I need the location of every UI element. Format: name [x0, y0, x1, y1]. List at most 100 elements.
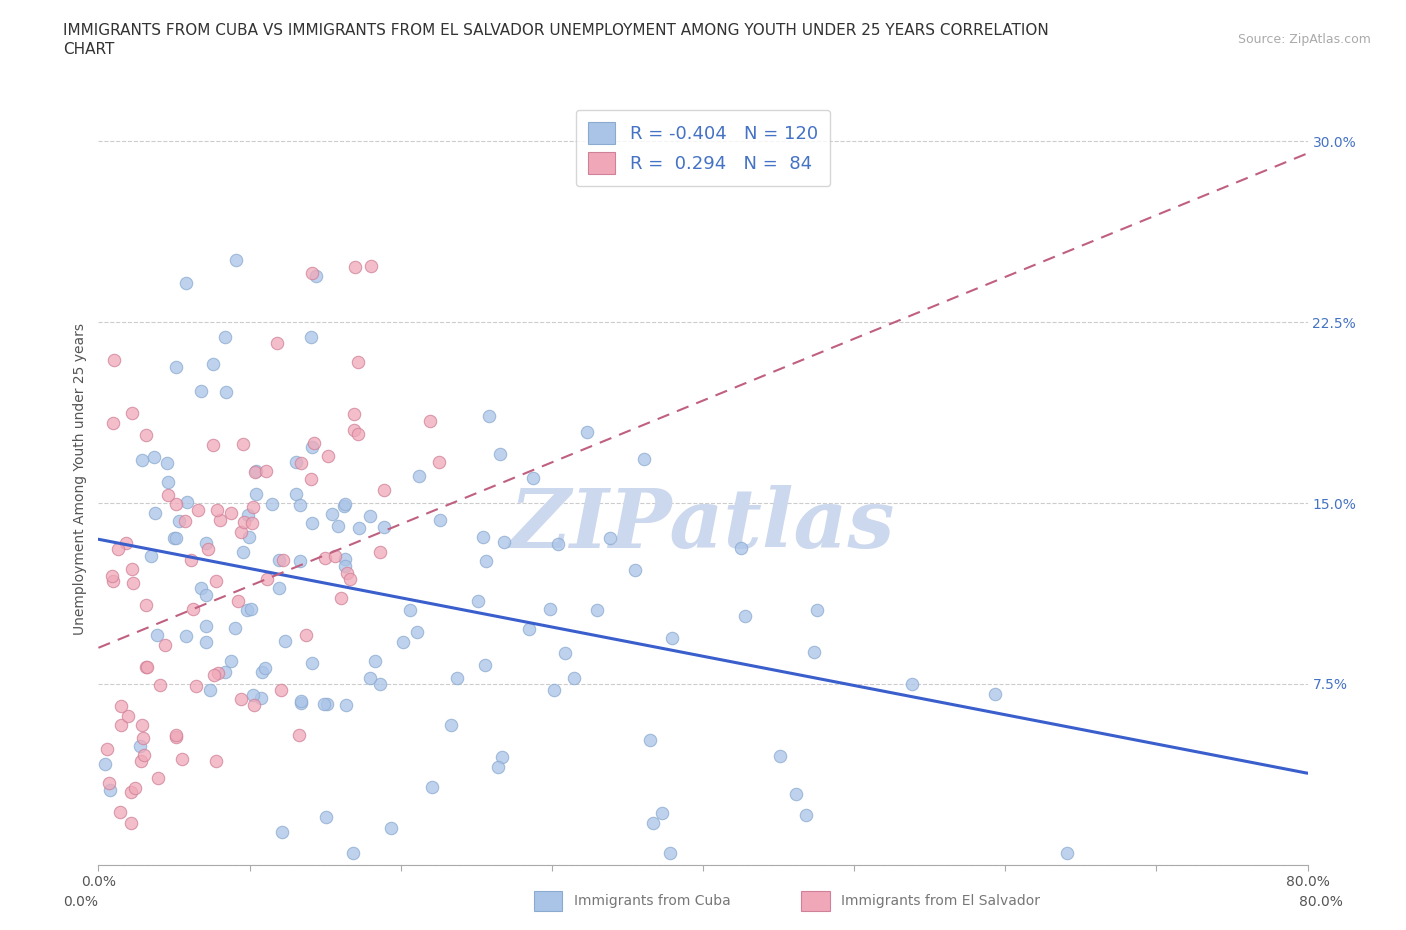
- Point: [392, 634, 415, 649]
- Point: [135, 660, 157, 675]
- Point: [301, 265, 323, 280]
- Point: [156, 456, 179, 471]
- Point: [120, 785, 142, 800]
- Point: [115, 536, 138, 551]
- Point: [187, 502, 209, 517]
- Point: [585, 603, 607, 618]
- Point: [219, 654, 242, 669]
- Point: [359, 671, 381, 685]
- Point: [132, 748, 155, 763]
- Point: [101, 574, 124, 589]
- Point: [163, 530, 186, 545]
- Point: [398, 603, 420, 618]
- Point: [446, 671, 468, 685]
- Point: [266, 336, 288, 351]
- Point: [195, 588, 218, 603]
- Point: [285, 455, 308, 470]
- Point: [475, 553, 498, 568]
- Point: [420, 780, 443, 795]
- Point: [269, 580, 291, 595]
- Point: [316, 697, 339, 711]
- Point: [224, 621, 246, 636]
- Point: [250, 691, 273, 706]
- Point: [214, 329, 236, 344]
- Point: [288, 553, 311, 568]
- Point: [195, 536, 218, 551]
- Text: Immigrants from El Salvador: Immigrants from El Salvador: [841, 894, 1040, 909]
- Point: [346, 354, 368, 369]
- Point: [730, 540, 752, 555]
- Point: [242, 500, 264, 515]
- Point: [231, 692, 253, 707]
- Point: [1056, 845, 1078, 860]
- Point: [290, 456, 312, 471]
- Point: [202, 668, 225, 683]
- Point: [107, 541, 129, 556]
- Point: [190, 580, 212, 595]
- Point: [238, 529, 260, 544]
- Point: [143, 505, 166, 520]
- Point: [796, 807, 818, 822]
- Point: [142, 449, 165, 464]
- Point: [226, 593, 249, 608]
- Point: [562, 671, 585, 685]
- Point: [734, 608, 756, 623]
- Point: [232, 514, 254, 529]
- Point: [148, 770, 170, 785]
- Point: [219, 505, 242, 520]
- Point: [132, 730, 155, 745]
- Point: [486, 760, 509, 775]
- Point: [165, 530, 187, 545]
- Point: [467, 593, 489, 608]
- Text: CHART: CHART: [63, 42, 115, 57]
- Point: [190, 384, 212, 399]
- Point: [103, 352, 125, 367]
- Point: [232, 437, 254, 452]
- Point: [359, 509, 381, 524]
- Point: [135, 428, 157, 443]
- Point: [364, 654, 387, 669]
- Point: [180, 552, 202, 567]
- Point: [316, 448, 339, 463]
- Point: [305, 268, 328, 283]
- Point: [124, 780, 146, 795]
- Point: [373, 520, 395, 535]
- Point: [145, 628, 167, 643]
- Point: [336, 565, 359, 580]
- Point: [129, 753, 152, 768]
- Point: [253, 660, 276, 675]
- Point: [489, 446, 512, 461]
- Point: [200, 682, 222, 697]
- Point: [274, 634, 297, 649]
- Point: [314, 550, 336, 565]
- Point: [517, 622, 540, 637]
- Text: 80.0%: 80.0%: [1299, 895, 1343, 910]
- Point: [406, 625, 429, 640]
- Point: [242, 687, 264, 702]
- Point: [205, 753, 228, 768]
- FancyBboxPatch shape: [534, 891, 562, 911]
- Point: [156, 475, 179, 490]
- Point: [250, 664, 273, 679]
- Point: [806, 603, 828, 618]
- Point: [195, 634, 218, 649]
- Point: [170, 751, 193, 766]
- Point: [176, 495, 198, 510]
- Text: 0.0%: 0.0%: [63, 895, 98, 910]
- Point: [214, 665, 236, 680]
- Point: [333, 498, 356, 513]
- Point: [155, 638, 177, 653]
- Point: [271, 824, 294, 839]
- Point: [229, 525, 252, 539]
- Point: [98, 782, 121, 797]
- Point: [121, 405, 143, 420]
- Point: [131, 453, 153, 468]
- Point: [429, 513, 451, 528]
- Point: [335, 551, 357, 566]
- Point: [288, 498, 311, 512]
- Point: [343, 259, 366, 274]
- Point: [120, 816, 142, 830]
- Point: [803, 644, 825, 659]
- Point: [769, 749, 792, 764]
- Point: [243, 464, 266, 479]
